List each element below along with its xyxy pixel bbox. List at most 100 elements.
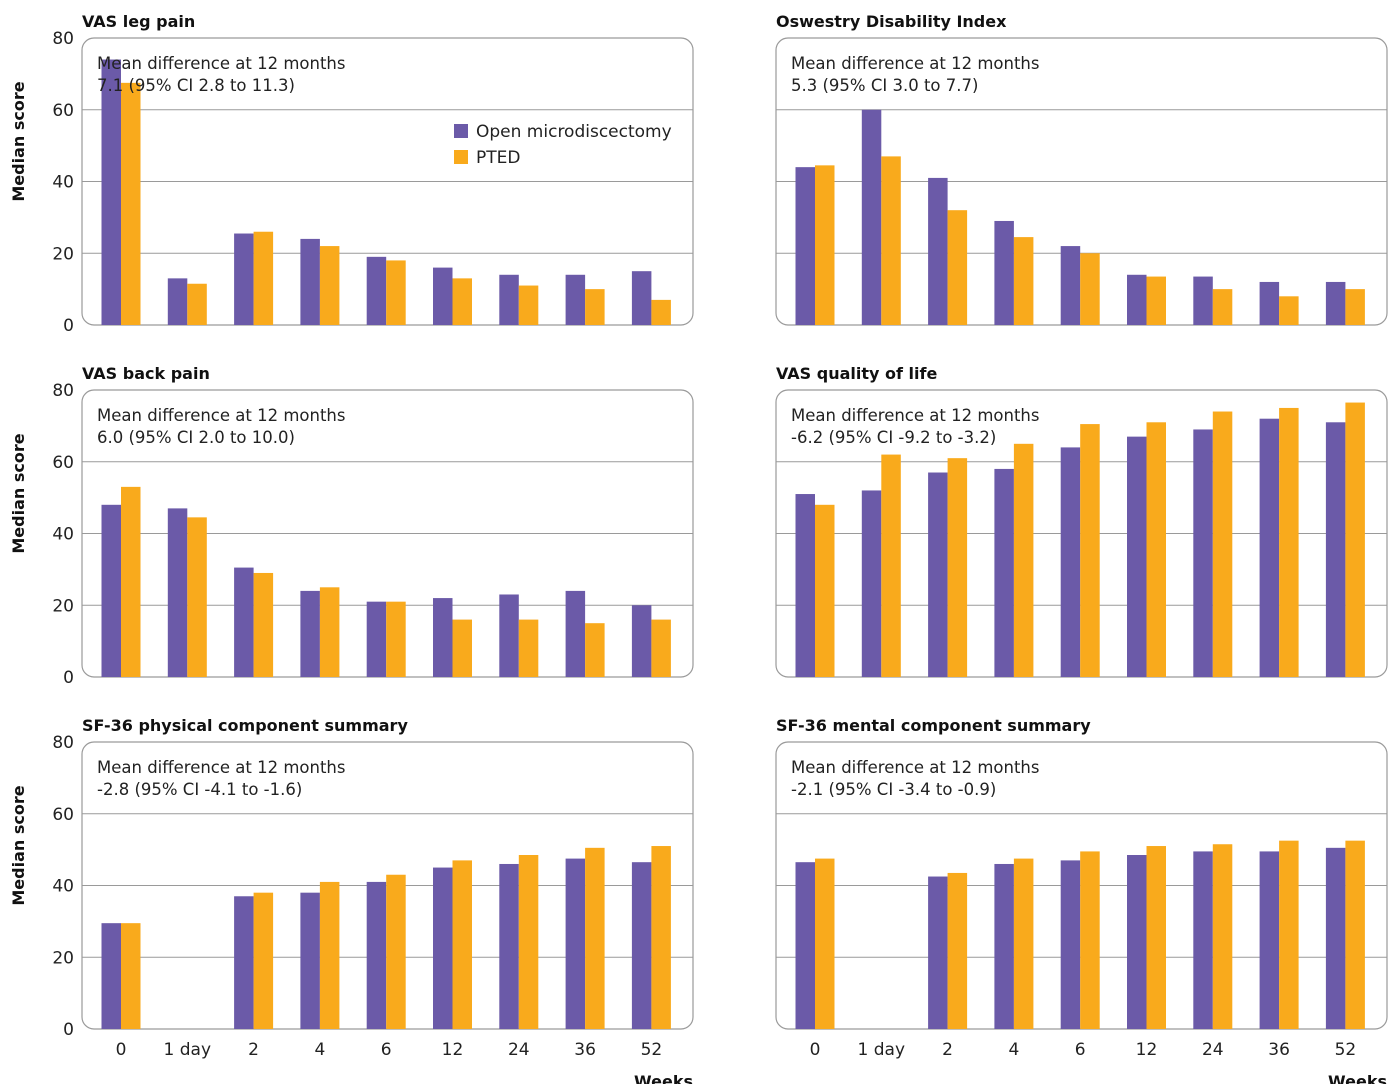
bar-pted bbox=[585, 289, 605, 325]
bar-pted bbox=[187, 283, 207, 325]
bar-pted bbox=[1279, 407, 1299, 677]
bar-pted bbox=[253, 892, 274, 1029]
bar-open-microdiscectomy bbox=[167, 508, 188, 677]
bar-open-microdiscectomy bbox=[101, 923, 121, 1029]
mean-difference-annotation: Mean difference at 12 months bbox=[791, 406, 1040, 425]
y-tick-label: 0 bbox=[63, 668, 74, 688]
x-tick-label: 24 bbox=[1202, 1040, 1224, 1060]
bar-pted bbox=[187, 517, 207, 677]
bar-open-microdiscectomy bbox=[1060, 246, 1081, 325]
bar-open-microdiscectomy bbox=[1325, 281, 1346, 325]
bar-pted bbox=[651, 619, 671, 677]
bar-open-microdiscectomy bbox=[300, 238, 320, 325]
bar-pted bbox=[1279, 840, 1299, 1029]
bar-pted bbox=[651, 846, 671, 1029]
bar-pted bbox=[1146, 422, 1166, 677]
bar-pted bbox=[1080, 424, 1100, 677]
bar-pted bbox=[1212, 411, 1233, 677]
x-tick-label: 52 bbox=[641, 1040, 663, 1060]
bar-open-microdiscectomy bbox=[994, 863, 1014, 1029]
bar-pted bbox=[815, 858, 835, 1029]
bar-pted bbox=[121, 82, 141, 325]
x-tick-label: 2 bbox=[942, 1040, 953, 1060]
bar-open-microdiscectomy bbox=[499, 594, 519, 677]
panel-title: VAS back pain bbox=[82, 364, 210, 383]
panel-2: Oswestry Disability Index Mean difference… bbox=[775, 12, 1388, 326]
x-tick-label: 4 bbox=[1008, 1040, 1019, 1060]
bar-open-microdiscectomy bbox=[234, 567, 254, 677]
bar-open-microdiscectomy bbox=[994, 220, 1014, 325]
x-tick-label: 6 bbox=[1075, 1040, 1086, 1060]
bar-pted bbox=[319, 881, 340, 1029]
panel-title: SF-36 mental component summary bbox=[776, 716, 1091, 735]
bar-open-microdiscectomy bbox=[433, 867, 453, 1029]
bar-open-microdiscectomy bbox=[300, 892, 320, 1029]
bar-open-microdiscectomy bbox=[234, 233, 254, 325]
bar-pted bbox=[1212, 844, 1233, 1029]
x-tick-label: 0 bbox=[810, 1040, 821, 1060]
bar-open-microdiscectomy bbox=[1193, 851, 1213, 1029]
bar-pted bbox=[319, 587, 340, 677]
bar-pted bbox=[1345, 840, 1365, 1029]
mean-difference-annotation: 5.3 (95% CI 3.0 to 7.7) bbox=[791, 76, 978, 95]
panel-5: SF-36 physical component summary02040608… bbox=[9, 716, 694, 1084]
bar-pted bbox=[651, 299, 671, 325]
y-axis-label: Median score bbox=[9, 785, 28, 905]
bar-pted bbox=[253, 572, 274, 677]
legend-label: PTED bbox=[476, 148, 520, 168]
bar-open-microdiscectomy bbox=[1127, 855, 1147, 1029]
bar-open-microdiscectomy bbox=[499, 274, 519, 325]
y-tick-label: 60 bbox=[52, 101, 74, 121]
bar-open-microdiscectomy bbox=[994, 468, 1014, 677]
bar-open-microdiscectomy bbox=[795, 862, 815, 1029]
bar-open-microdiscectomy bbox=[565, 590, 586, 677]
bar-open-microdiscectomy bbox=[1259, 281, 1280, 325]
bar-open-microdiscectomy bbox=[1060, 860, 1081, 1029]
mean-difference-annotation: Mean difference at 12 months bbox=[97, 54, 346, 73]
bar-open-microdiscectomy bbox=[631, 271, 652, 325]
x-tick-label: 36 bbox=[1268, 1040, 1290, 1060]
bar-open-microdiscectomy bbox=[1127, 436, 1147, 677]
mean-difference-annotation: Mean difference at 12 months bbox=[97, 758, 346, 777]
bar-pted bbox=[1080, 253, 1100, 325]
bar-open-microdiscectomy bbox=[366, 256, 387, 325]
bar-open-microdiscectomy bbox=[433, 598, 453, 677]
bar-pted bbox=[518, 285, 539, 325]
y-tick-label: 80 bbox=[52, 29, 74, 49]
bar-pted bbox=[585, 623, 605, 677]
x-axis-label: Weeks bbox=[634, 1072, 693, 1084]
y-axis-label: Median score bbox=[9, 81, 28, 201]
bar-pted bbox=[518, 855, 539, 1029]
bar-open-microdiscectomy bbox=[1259, 851, 1280, 1029]
bar-pted bbox=[386, 874, 406, 1029]
bar-pted bbox=[947, 872, 968, 1029]
legend-label: Open microdiscectomy bbox=[476, 122, 672, 142]
bar-open-microdiscectomy bbox=[167, 278, 188, 325]
bar-pted bbox=[452, 278, 472, 325]
mean-difference-annotation: -2.1 (95% CI -3.4 to -0.9) bbox=[791, 780, 996, 799]
bar-pted bbox=[1279, 296, 1299, 325]
panel-title: Oswestry Disability Index bbox=[776, 12, 1007, 31]
bar-pted bbox=[881, 454, 901, 677]
bar-pted bbox=[1345, 289, 1365, 325]
bar-open-microdiscectomy bbox=[101, 59, 121, 326]
bar-open-microdiscectomy bbox=[1060, 447, 1081, 677]
panel-title: VAS leg pain bbox=[82, 12, 195, 31]
bar-pted bbox=[319, 246, 340, 325]
bar-pted bbox=[452, 619, 472, 677]
mean-difference-annotation: Mean difference at 12 months bbox=[791, 54, 1040, 73]
bar-open-microdiscectomy bbox=[101, 504, 121, 677]
bar-open-microdiscectomy bbox=[433, 267, 453, 325]
bar-pted bbox=[1146, 846, 1166, 1029]
bar-open-microdiscectomy bbox=[234, 896, 254, 1029]
x-tick-label: 0 bbox=[116, 1040, 127, 1060]
panel-title: VAS quality of life bbox=[776, 364, 937, 383]
y-tick-label: 40 bbox=[52, 173, 74, 193]
bar-pted bbox=[121, 486, 141, 677]
x-tick-label: 24 bbox=[508, 1040, 530, 1060]
y-axis-label: Median score bbox=[9, 433, 28, 553]
bar-pted bbox=[1013, 443, 1034, 677]
x-tick-label: 36 bbox=[574, 1040, 596, 1060]
